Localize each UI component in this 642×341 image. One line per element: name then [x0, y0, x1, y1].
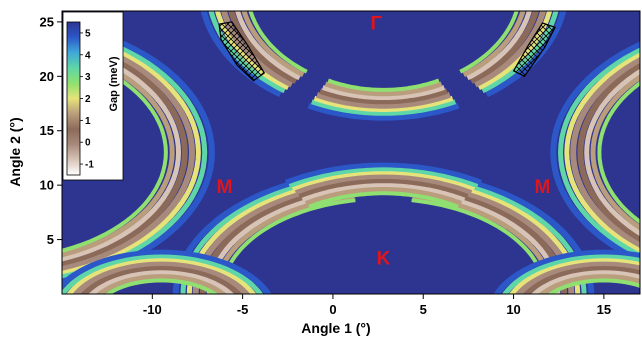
right-lower-lobe — [493, 249, 640, 294]
bottom-dome-top-stripe — [304, 187, 463, 206]
bottom-dome-top-stripe — [298, 178, 469, 200]
top-bottom-arc-stripe — [327, 78, 440, 92]
point-label-K: K — [377, 249, 391, 270]
left-lower-lobe-stripe — [104, 278, 219, 294]
bottom-dome-top-stripe — [291, 171, 476, 193]
top-bottom-arc-stripe — [324, 81, 443, 97]
plot-area: Γ M M K — [61, 10, 641, 295]
hatched-regions — [218, 21, 556, 82]
x-tick-label: -5 — [237, 302, 249, 317]
bottom-dome-top-stripe — [284, 162, 483, 186]
y-tick-label: 10 — [40, 178, 54, 193]
top-bottom-arc-stripe — [316, 91, 451, 109]
y-axis-title: Angle 2 (°) — [7, 117, 23, 186]
left-hatched-region — [218, 21, 266, 82]
right-lower-lobe-stripe — [538, 274, 640, 294]
top-left-arc-stripe — [220, 11, 294, 88]
x-tick-label: 10 — [506, 302, 520, 317]
right-crescent-stripe — [557, 47, 640, 258]
y-tick-label: 5 — [47, 232, 54, 247]
top-bottom-arc-stripe — [322, 85, 445, 100]
y-axis: 5 10 15 20 25 — [40, 14, 62, 247]
bottom-dome-top-stripe — [301, 183, 466, 203]
y-tick-label: 15 — [40, 123, 54, 138]
x-tick-label: 0 — [329, 302, 336, 317]
colorbar-tick-label: 5 — [85, 28, 91, 39]
x-axis-title: Angle 1 (°) — [301, 320, 370, 336]
top-left-arc-stripe — [248, 11, 308, 74]
colorbar: -1 0 1 2 3 4 5 Gap (meV) — [62, 11, 124, 181]
plot-frame — [61, 10, 641, 295]
right-crescent-stripe — [577, 62, 640, 243]
left-lower-lobe-stripe — [72, 261, 251, 294]
left-lower-lobe-stripe — [95, 274, 227, 294]
top-bottom-arc-stripe — [311, 99, 457, 116]
colorbar-tick-label: 3 — [85, 72, 91, 83]
left-lower-lobe-stripe — [66, 258, 257, 294]
colorbar-tick-label: -1 — [85, 160, 94, 171]
right-crescent-stripe — [570, 56, 640, 249]
y-tick-label: 25 — [40, 14, 54, 29]
left-lower-lobe-stripe — [80, 265, 243, 294]
left-lower-lobe-stripe — [88, 270, 235, 294]
top-right-arc-stripe — [462, 11, 526, 78]
point-label-M: M — [535, 177, 551, 198]
colorbar-title: Gap (meV) — [108, 56, 120, 111]
point-labels: Γ M M K — [217, 14, 551, 270]
right-crescent-stripe — [564, 52, 640, 253]
x-tick-label: 5 — [420, 302, 427, 317]
x-axis: -10 -5 0 5 10 15 — [143, 294, 611, 317]
y-tick-label: 20 — [40, 69, 54, 84]
right-crescent-stripe — [584, 68, 640, 237]
bottom-dome-top-stripe — [288, 167, 479, 189]
top-bottom-arc-stripe — [319, 87, 448, 105]
right-lower-lobe-stripe — [508, 258, 640, 294]
colorbar-tick-label: 1 — [85, 116, 91, 127]
right-lower-lobe-stripe — [523, 265, 640, 294]
top-bottom-arc-stripe — [307, 102, 460, 121]
point-label-Γ: Γ — [371, 14, 383, 35]
right-lower-lobe-stripe — [515, 261, 640, 294]
left-lower-lobe — [62, 249, 272, 294]
right-lower-lobe-stripe — [547, 278, 640, 294]
top-right-arc-stripe — [477, 11, 553, 91]
left-lower-lobe-stripe — [62, 254, 264, 294]
top-left-arc-stripe — [241, 11, 305, 78]
top-bottom-arc — [307, 78, 460, 121]
colorbar-tick-label: 4 — [85, 50, 91, 61]
top-left-arc-stripe — [235, 11, 301, 81]
bottom-dome-top — [284, 162, 483, 209]
bottom-dome-top-stripe — [308, 191, 459, 209]
top-right-arc-stripe — [469, 11, 539, 84]
right-lower-lobe-stripe — [493, 249, 640, 294]
right-crescent-stripe — [597, 80, 640, 225]
top-left-arc-stripe — [228, 11, 298, 84]
point-label-M: M — [217, 177, 233, 198]
right-lower-lobe-stripe — [501, 254, 640, 294]
right-lower-lobe-stripe — [531, 270, 640, 294]
right-crescent-stripe — [590, 74, 640, 231]
colorbar-strip — [66, 21, 81, 176]
left-lower-lobe-stripe — [62, 249, 272, 294]
top-bottom-arc-stripe — [313, 95, 454, 112]
x-tick-label: 15 — [597, 302, 611, 317]
x-tick-label: -10 — [143, 302, 162, 317]
top-right-arc-stripe — [459, 11, 519, 74]
right-hatched-region — [512, 22, 556, 78]
top-right-arc-stripe — [473, 11, 547, 88]
bottom-dome-top-stripe — [294, 174, 473, 196]
colorbar-tick-label: 2 — [85, 94, 91, 105]
colorbar-tick-label: 0 — [85, 138, 91, 149]
top-right-arc-stripe — [466, 11, 533, 81]
